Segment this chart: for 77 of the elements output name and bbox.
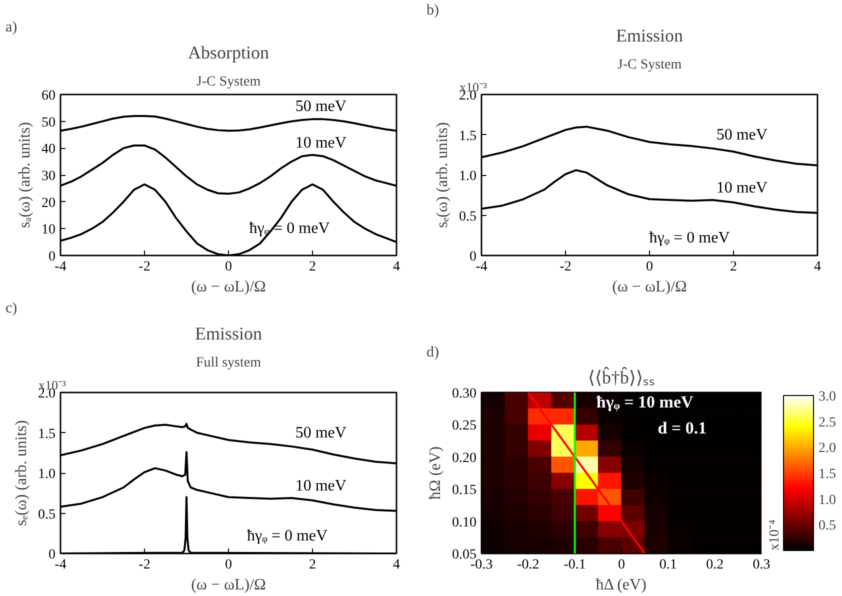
chart-title: ⟨⟨b̂†b̂⟩⟩ₛₛ (588, 366, 655, 388)
y-axis-title: ħΩ (eV) (427, 446, 444, 500)
x-axis-title: (ω − ωL)/Ω (191, 278, 266, 296)
x-tick-label: -2 (560, 260, 572, 274)
y-tick-label: 0 (48, 548, 56, 562)
annotation: 10 meV (716, 179, 768, 196)
y-tick-label: 20 (42, 196, 56, 211)
annotation: d = 0.1 (658, 418, 707, 438)
x-tick-label: -2 (138, 260, 150, 274)
annotation: 50 meV (716, 126, 768, 144)
x-tick-label: 0 (225, 558, 232, 572)
y-tick-label: 1.0 (459, 169, 476, 184)
x-tick-label: 2 (309, 558, 316, 572)
y-tick-label: 0.5 (38, 507, 56, 522)
text: a) (6, 20, 18, 36)
x-tick-label: -4 (54, 260, 66, 274)
y-tick-label: 1.0 (38, 467, 56, 482)
chart-title: Emission (194, 324, 262, 344)
y-axis-title: sₑ(ω) (arb. units) (13, 420, 30, 526)
x-axis-title: (ω − ωL)/Ω (191, 576, 266, 594)
y-tick-label: 30 (42, 169, 56, 184)
x-tick-label: 0.1 (659, 558, 677, 572)
x-tick-label: -2 (138, 558, 150, 572)
x-tick-label: 4 (393, 558, 400, 572)
annotation: 50 meV (295, 424, 347, 442)
annotation: 10 meV (295, 477, 347, 494)
y-tick-label: 60 (42, 88, 56, 104)
y-axis-title: sₑ(ω) (arb. units) (434, 122, 451, 228)
x-tick-label: -0.2 (517, 558, 540, 572)
y-axis-title: sₐ(ω) (arb. units) (16, 122, 34, 228)
chart-subtitle: Full system (196, 356, 262, 370)
y-tick-label: 50 (42, 115, 56, 130)
chart-subtitle: J-C System (196, 74, 261, 90)
y-tick-label: 0.30 (452, 386, 476, 402)
x-tick-label: -4 (476, 260, 488, 274)
y-tick-label: 0.20 (452, 450, 476, 466)
x-tick-label: 2 (309, 260, 316, 274)
color-bar-label: 0.5 (818, 518, 836, 534)
x-tick-label: 0 (618, 558, 625, 572)
x-tick-label: 0 (225, 260, 232, 274)
y-tick-label: 0.10 (452, 515, 476, 530)
x-tick-label: 0.3 (752, 558, 770, 572)
annotation: ħγᵩ = 0 meV (247, 527, 328, 544)
x-tick-label: -4 (54, 558, 66, 572)
x-axis-title: ħΔ (eV) (596, 576, 646, 594)
color-bar-label: 1.0 (818, 492, 836, 508)
annotation: 10 meV (295, 134, 347, 152)
chart-subtitle: J-C System (617, 58, 682, 72)
x-tick-label: 0.2 (706, 558, 724, 572)
y-tick-label: 40 (42, 142, 56, 158)
x-tick-label: 2 (730, 260, 737, 274)
y-tick-label: 0.5 (459, 209, 476, 224)
color-bar-label: 2.0 (818, 441, 836, 456)
chart-title: Absorption (188, 42, 269, 62)
x-tick-label: 4 (814, 260, 821, 274)
annotation: ħγᵩ = 10 meV (596, 392, 694, 412)
color-bar-title: x10⁻⁴ (768, 520, 782, 550)
color-bar-label: 1.5 (818, 467, 836, 482)
text: b) (426, 2, 439, 18)
y-tick-label: 10 (42, 222, 56, 238)
x-axis-title: (ω − ωL)/Ω (612, 278, 688, 296)
y-tick-label: 0 (470, 250, 476, 264)
x-tick-label: 0 (646, 260, 653, 274)
x-tick-label: 4 (393, 260, 400, 274)
y-tick-label: 1.5 (38, 426, 56, 442)
color-bar-label: 2.5 (818, 415, 836, 430)
y-tick-label: 0.15 (452, 483, 476, 498)
annotation: 50 meV (295, 98, 347, 116)
y-tick-label: 0.25 (452, 418, 476, 434)
chart-title: Emission (616, 26, 684, 46)
x-tick-label: -0.1 (564, 558, 586, 572)
y-tick-label: 1.5 (459, 128, 476, 144)
y-tick-label: 0 (48, 250, 56, 264)
annotation: ħγᵩ = 0 meV (649, 229, 730, 246)
text: d) (426, 344, 439, 360)
color-bar-label: 3.0 (818, 390, 836, 404)
text: c) (6, 300, 18, 316)
